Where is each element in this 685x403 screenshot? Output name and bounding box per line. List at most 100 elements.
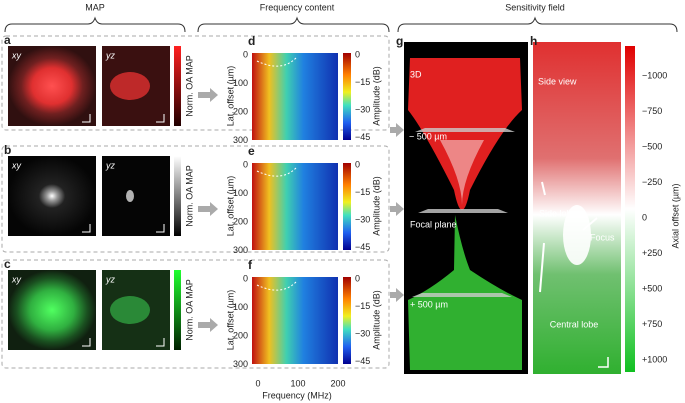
arrows [198, 88, 404, 332]
colorbar [174, 156, 181, 236]
colorbar [343, 277, 351, 364]
scale-bar [156, 338, 165, 347]
colorbar-tick-label: −45 [355, 242, 370, 252]
colorbar-label: Amplitude (dB) [371, 176, 381, 236]
yz-beam [110, 296, 150, 324]
yz-image [102, 156, 170, 236]
xy-image [8, 46, 96, 126]
x-tick-label: 200 [330, 378, 345, 388]
annotation: Side lobes [539, 208, 582, 218]
panel-letter: a [4, 33, 11, 47]
panel-h-image [533, 42, 621, 374]
panel-g-image [404, 42, 528, 374]
section-header: MAP [85, 2, 105, 12]
yz-beam [126, 190, 134, 202]
colorbar-label: Norm. OA MAP [184, 279, 194, 341]
colorbar-tick-label: −15 [355, 301, 370, 311]
scale-bar [156, 114, 165, 123]
annotation: Central lobe [550, 319, 599, 329]
colorbar-tick-label: +1000 [642, 354, 667, 364]
y-tick-label: 100 [233, 302, 248, 312]
colorbar-tick-label: 0 [355, 159, 360, 169]
colorbar-tick-label: −15 [355, 187, 370, 197]
x-axis-label: Frequency (MHz) [262, 390, 332, 400]
colorbar-tick-label: −30 [355, 214, 370, 224]
y-tick-label: 100 [233, 188, 248, 198]
colorbar-tick-label: −15 [355, 77, 370, 87]
y-axis-label: Lat. offset (µm) [225, 290, 235, 351]
annotation: Focus [590, 232, 615, 242]
colorbar-tick-label: −45 [355, 132, 370, 142]
contour [256, 280, 298, 291]
scale-bar [82, 114, 91, 123]
panel-letter: d [248, 34, 255, 48]
annotation: 3D [410, 69, 422, 79]
panel-letter: b [4, 143, 11, 157]
panel-letter: f [248, 258, 253, 272]
scale-bar [82, 224, 91, 233]
x-tick-label: 100 [290, 378, 305, 388]
colorbar-label: Axial offset (µm) [670, 183, 680, 248]
y-tick-label: 0 [243, 159, 248, 169]
panel-letter: h [530, 34, 537, 48]
scale-bar [82, 338, 91, 347]
colorbar-tick-label: −250 [642, 177, 662, 187]
braces [4, 16, 678, 33]
annotation: + 500 µm [410, 299, 448, 309]
contour [256, 166, 298, 177]
colorbar [625, 46, 635, 372]
panel-letter: g [396, 34, 403, 48]
annotation: Focal plane [410, 219, 457, 229]
heatmap [252, 53, 338, 140]
colorbar-tick-label: −1000 [642, 70, 667, 80]
colorbar-tick-label: 0 [642, 212, 647, 222]
y-axis-label: Lat. offset (µm) [225, 66, 235, 127]
y-tick-label: 300 [233, 135, 248, 145]
y-tick-label: 0 [243, 273, 248, 283]
colorbar-label: Amplitude (dB) [371, 66, 381, 126]
xy-image [8, 156, 96, 236]
colorbar-tick-label: 0 [355, 273, 360, 283]
xy-image [8, 270, 96, 350]
y-tick-label: 300 [233, 245, 248, 255]
y-tick-label: 200 [233, 106, 248, 116]
colorbar-tick-label: +250 [642, 248, 662, 258]
colorbar [174, 270, 181, 350]
contour [256, 56, 298, 67]
y-tick-label: 0 [243, 49, 248, 59]
panel-letter: e [248, 144, 255, 158]
y-axis-label: Lat. offset (µm) [225, 176, 235, 237]
colorbar-tick-label: +750 [642, 319, 662, 329]
colorbar-tick-label: −30 [355, 104, 370, 114]
y-tick-label: 200 [233, 330, 248, 340]
colorbar-label: Norm. OA MAP [184, 165, 194, 227]
colorbar [343, 163, 351, 250]
yz-label: yz [105, 160, 116, 170]
colorbar-tick-label: 0 [355, 49, 360, 59]
panel-letter: c [4, 257, 11, 271]
colorbar [343, 53, 351, 140]
annotation: − 500 µm [409, 131, 447, 141]
colorbar [174, 46, 181, 126]
scale-bar [156, 224, 165, 233]
xy-label: xy [11, 50, 22, 60]
xy-label: xy [11, 274, 22, 284]
y-tick-label: 300 [233, 359, 248, 369]
colorbar-tick-label: +500 [642, 283, 662, 293]
colorbar-tick-label: −30 [355, 328, 370, 338]
annotation: Side view [538, 76, 577, 86]
colorbar-label: Norm. OA MAP [184, 55, 194, 117]
xy-label: xy [11, 160, 22, 170]
yz-beam [110, 72, 150, 100]
colorbar-label: Amplitude (dB) [371, 290, 381, 350]
colorbar-tick-label: −500 [642, 141, 662, 151]
heatmap [252, 163, 338, 250]
section-header: Frequency content [260, 2, 335, 12]
colorbar-tick-label: −750 [642, 106, 662, 116]
section-header: Sensitivity field [505, 2, 565, 12]
dashed-boxes [1, 35, 390, 369]
colorbar-tick-label: −45 [355, 356, 370, 366]
y-tick-label: 100 [233, 78, 248, 88]
yz-label: yz [105, 274, 116, 284]
